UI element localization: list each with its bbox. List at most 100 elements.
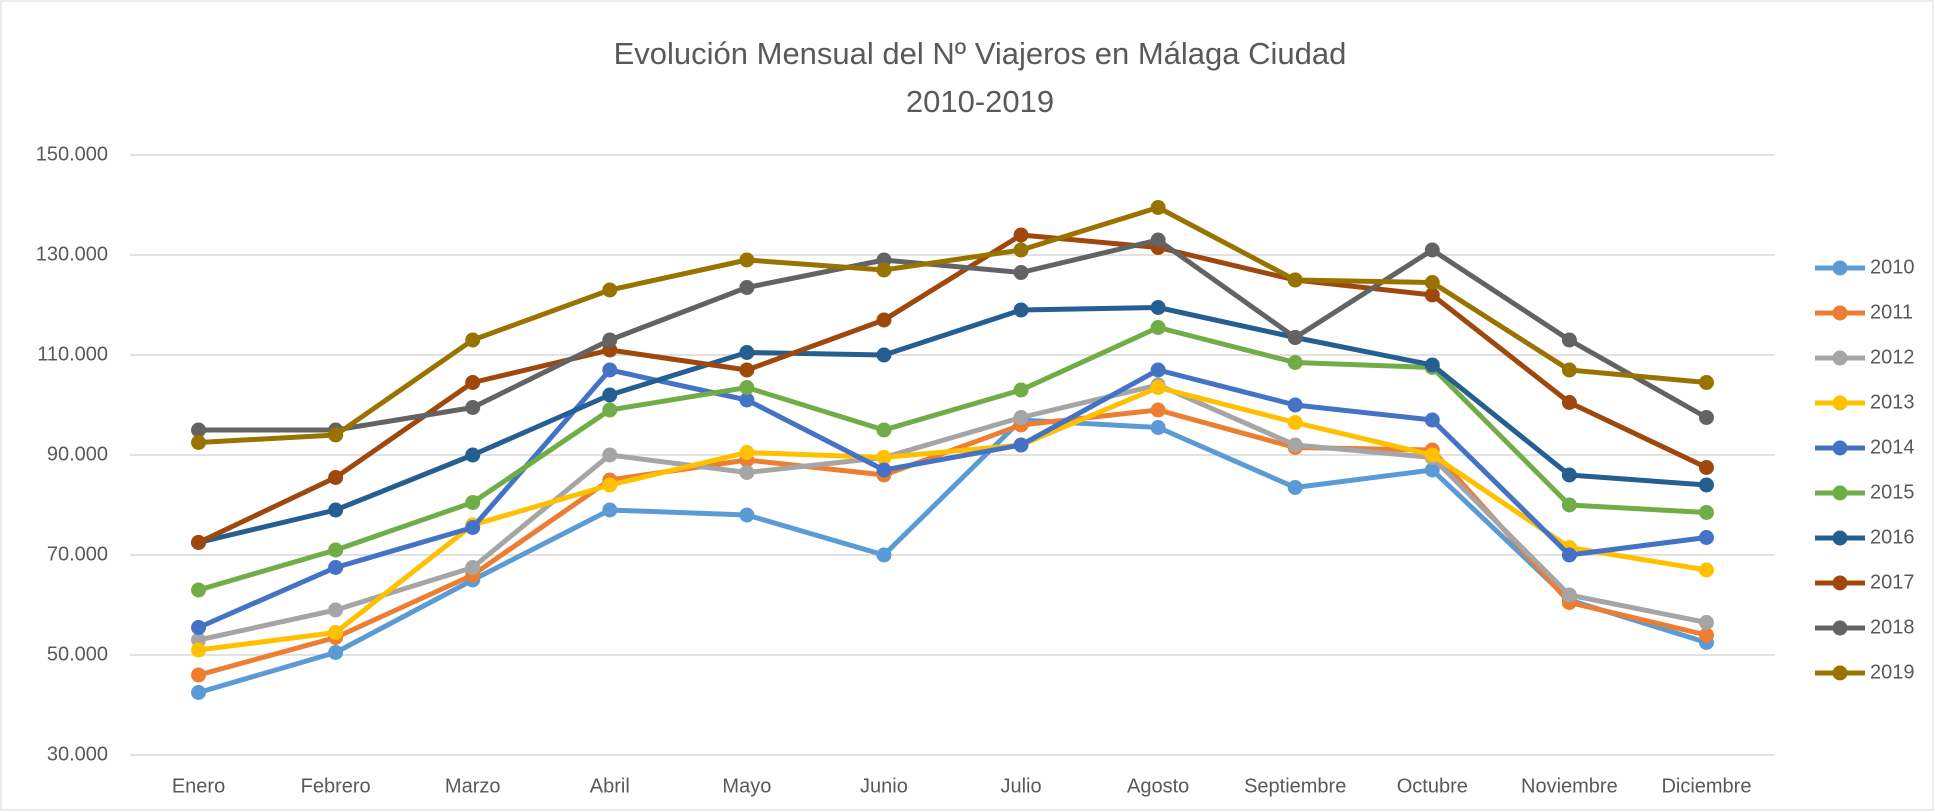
point xyxy=(465,375,481,390)
legend-label: 2018 xyxy=(1870,616,1915,638)
legend-marker xyxy=(1832,620,1848,636)
point xyxy=(1287,355,1303,370)
legend-marker xyxy=(1832,305,1848,321)
point xyxy=(1013,382,1029,398)
point xyxy=(465,495,481,510)
point xyxy=(876,450,892,465)
series-line xyxy=(198,205,1707,445)
point xyxy=(1287,437,1303,453)
point xyxy=(1013,302,1029,318)
point xyxy=(602,502,618,518)
series-line xyxy=(197,367,1707,630)
legend-marker xyxy=(1832,350,1848,366)
point xyxy=(1013,437,1029,453)
point xyxy=(1561,362,1577,378)
x-tick-label: Febrero xyxy=(301,775,371,797)
point xyxy=(1424,287,1440,303)
point xyxy=(1424,275,1440,290)
point xyxy=(739,445,755,460)
point xyxy=(328,602,344,618)
point xyxy=(602,282,618,298)
point xyxy=(739,252,755,268)
point xyxy=(328,470,344,485)
point xyxy=(876,312,892,328)
y-tick-label: 110.000 xyxy=(37,343,108,365)
point xyxy=(1013,410,1029,425)
point xyxy=(1150,402,1166,418)
point xyxy=(1561,332,1577,348)
series-line xyxy=(198,237,1708,433)
point xyxy=(1287,480,1303,495)
point xyxy=(1698,505,1714,520)
x-tick-label: Enero xyxy=(172,775,225,797)
point xyxy=(1013,265,1029,280)
legend-label: 2019 xyxy=(1870,661,1915,683)
point xyxy=(876,462,892,478)
point xyxy=(1424,447,1440,463)
x-tick-label: Abril xyxy=(590,775,630,797)
point xyxy=(1287,330,1303,345)
legend-label: 2011 xyxy=(1870,301,1913,323)
point xyxy=(1698,562,1714,578)
point xyxy=(739,345,755,360)
y-tick-label: 90.000 xyxy=(47,443,108,465)
series-line xyxy=(198,382,1707,643)
point xyxy=(1424,242,1440,258)
chart-title: Evolución Mensual del Nº Viajeros en Mál… xyxy=(614,36,1347,71)
point xyxy=(1287,397,1303,413)
series-line xyxy=(197,232,1708,545)
point xyxy=(1561,547,1577,563)
legend-label: 2015 xyxy=(1870,481,1915,503)
point xyxy=(328,560,344,575)
point xyxy=(1698,375,1714,390)
point xyxy=(191,582,207,598)
point xyxy=(465,400,481,415)
point xyxy=(876,422,892,438)
x-tick-label: Julio xyxy=(1000,775,1041,797)
legend-label: 2016 xyxy=(1870,526,1915,548)
point xyxy=(739,280,755,295)
point xyxy=(1698,477,1714,493)
legend-label: 2014 xyxy=(1870,436,1915,458)
point xyxy=(328,645,344,660)
point xyxy=(1150,200,1166,215)
point xyxy=(602,362,618,378)
legend-label: 2013 xyxy=(1870,391,1915,413)
point xyxy=(328,427,344,443)
x-tick-label: Junio xyxy=(860,775,908,797)
y-tick-label: 70.000 xyxy=(47,543,108,565)
legend-label: 2010 xyxy=(1870,256,1915,278)
point xyxy=(191,422,207,438)
legend-marker xyxy=(1832,665,1848,681)
point xyxy=(739,465,755,480)
point xyxy=(465,332,481,348)
point xyxy=(1150,380,1166,395)
point xyxy=(602,402,618,418)
point xyxy=(876,347,892,363)
point xyxy=(602,387,618,403)
point xyxy=(1561,467,1577,483)
point xyxy=(739,507,755,523)
point xyxy=(191,435,207,450)
point xyxy=(191,642,207,658)
point xyxy=(1287,415,1303,430)
x-tick-label: Mayo xyxy=(722,775,771,797)
y-tick-label: 130.000 xyxy=(36,243,108,265)
series-line xyxy=(197,325,1707,593)
x-tick-label: Octubre xyxy=(1397,775,1468,797)
y-tick-label: 30.000 xyxy=(47,743,108,765)
series-line xyxy=(197,417,1708,695)
y-tick-label: 150.000 xyxy=(36,143,108,165)
point xyxy=(739,362,755,378)
point xyxy=(328,542,344,558)
legend-marker xyxy=(1832,395,1848,411)
point xyxy=(1561,395,1577,410)
point xyxy=(739,392,755,408)
legend-label: 2017 xyxy=(1870,571,1915,593)
point xyxy=(1698,460,1714,475)
legend-marker xyxy=(1832,440,1848,456)
point xyxy=(191,535,207,550)
legend-label: 2012 xyxy=(1870,346,1915,368)
